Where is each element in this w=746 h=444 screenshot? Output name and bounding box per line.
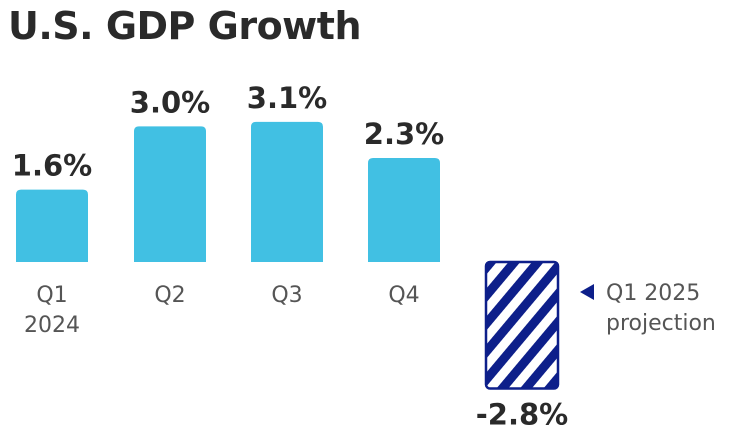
bar-3	[251, 121, 323, 262]
bar-1	[16, 189, 88, 262]
value-label: 2.3%	[364, 117, 444, 151]
category-label: Q4	[388, 283, 419, 308]
category-label-projection: Q1 2025 projection	[606, 281, 716, 336]
category-label: Q2	[154, 283, 185, 308]
value-label: -2.8%	[476, 398, 568, 432]
bar-2	[134, 126, 206, 263]
value-label: 1.6%	[12, 149, 92, 183]
bar-projection	[484, 260, 560, 390]
value-label: 3.1%	[247, 81, 327, 115]
bar-4	[368, 158, 440, 262]
value-label: 3.0%	[130, 85, 210, 119]
category-label: Q3	[271, 283, 302, 308]
chart-title: U.S. GDP Growth	[8, 4, 362, 48]
projection-pointer-icon	[580, 284, 594, 300]
category-label: Q1 2024	[24, 283, 80, 338]
